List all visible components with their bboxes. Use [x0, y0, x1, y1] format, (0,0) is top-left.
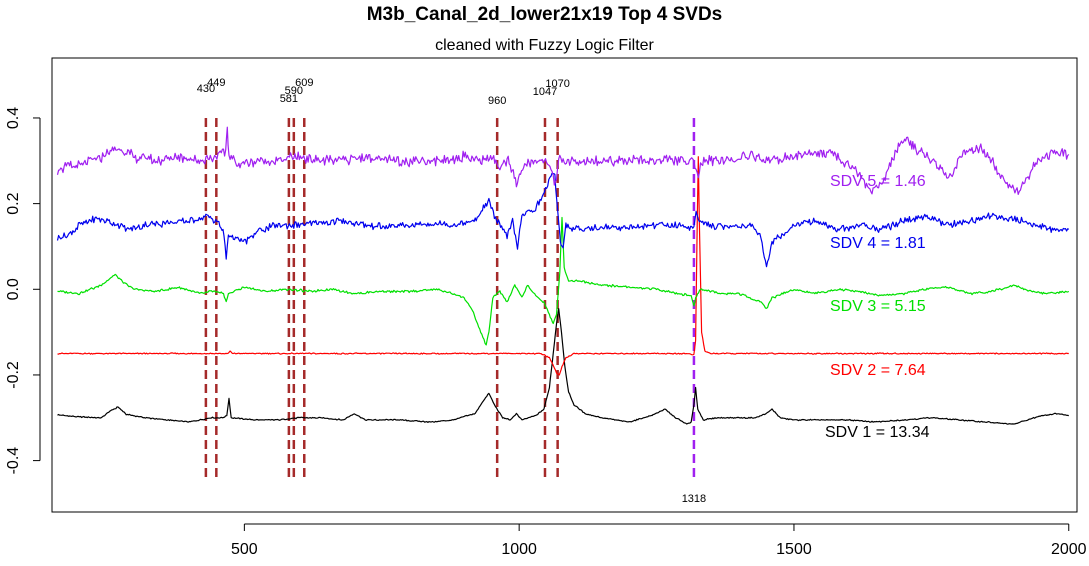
marker-label-1070: 1070 [545, 78, 569, 90]
chart-subtitle: cleaned with Fuzzy Logic Filter [435, 37, 654, 54]
y-tick-label: 0.2 [5, 192, 22, 214]
x-tick-label: 1000 [501, 541, 537, 558]
marker-label-609: 609 [295, 77, 313, 89]
y-tick-label: -0.4 [5, 447, 22, 475]
plot-frame [51, 57, 1078, 513]
chart-title: M3b_Canal_2d_lower21x19 Top 4 SVDs [366, 4, 723, 25]
y-tick-label: 0.4 [5, 107, 22, 129]
x-tick-label: 500 [231, 541, 258, 558]
y-tick-label: 0.0 [5, 278, 22, 300]
x-tick-label: 1500 [776, 541, 812, 558]
series-label-4: SDV 4 = 1.81 [830, 235, 926, 252]
marker-label-449: 449 [207, 77, 225, 89]
series-line-4 [56, 172, 1070, 268]
series-line-3 [57, 216, 1070, 346]
marker-label-430: 430 [197, 83, 215, 95]
x-tick-label: 2000 [1051, 541, 1087, 558]
series-label-1: SDV 1 = 13.34 [825, 424, 930, 441]
series-label-3: SDV 3 = 5.15 [830, 298, 926, 315]
marker-label-1047: 1047 [533, 86, 557, 98]
series-line-2 [57, 156, 1069, 376]
series-label-5: SDV 5 = 1.46 [830, 173, 926, 190]
marker-label-960: 960 [488, 95, 506, 107]
marker-label-1318: 1318 [682, 493, 706, 505]
series-line-1 [57, 308, 1069, 425]
series-label-2: SDV 2 = 7.64 [830, 362, 926, 379]
y-tick-label: -0.2 [5, 361, 22, 389]
marker-label-590: 590 [285, 85, 303, 97]
series-line-5 [56, 126, 1070, 195]
marker-label-581: 581 [280, 93, 298, 105]
